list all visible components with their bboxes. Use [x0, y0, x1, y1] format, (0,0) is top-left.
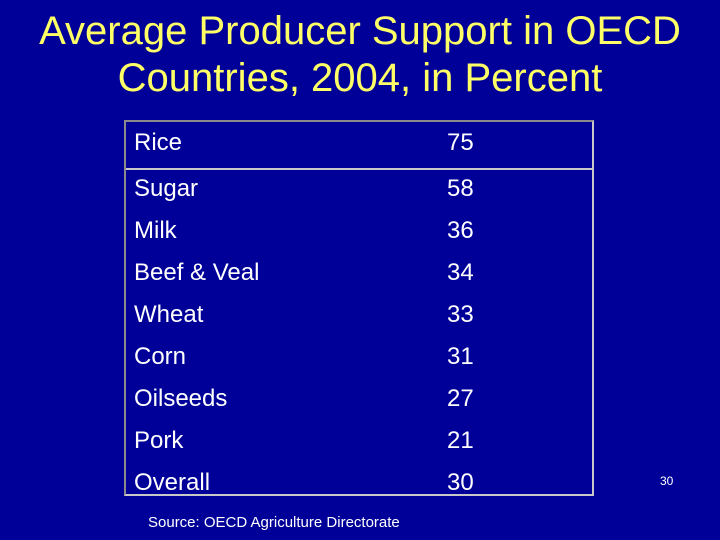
row-label: Corn	[134, 343, 187, 370]
table-row-oilseeds: Oilseeds 27	[126, 378, 592, 419]
row-value: 21	[447, 427, 474, 454]
row-value: 75	[447, 129, 474, 156]
producer-support-table: Rice 75 Sugar 58 Milk 36 Beef & Veal 34 …	[124, 120, 594, 496]
row-value: 36	[447, 217, 474, 244]
row-label: Wheat	[134, 301, 204, 328]
slide-title-line-2: Countries, 2004, in Percent	[117, 56, 603, 100]
row-label: Rice	[134, 129, 183, 156]
table-row-wheat: Wheat 33	[126, 294, 592, 335]
table-row-rice: Rice 75	[126, 122, 592, 163]
row-label: Milk	[134, 217, 177, 244]
table-row-milk: Milk 36	[126, 210, 592, 251]
row-label: Pork	[134, 427, 184, 454]
row-value: 58	[447, 175, 474, 202]
table-row-beef-veal: Beef & Veal 34	[126, 252, 592, 293]
row-value: 33	[447, 301, 474, 328]
slide-title: Average Producer Support in OECD Countri…	[0, 8, 720, 102]
row-label: Sugar	[134, 175, 199, 202]
row-label: Overall	[134, 469, 211, 496]
table-row-overall: Overall 30	[126, 462, 592, 503]
table-row-pork: Pork 21	[126, 420, 592, 461]
row-value: 27	[447, 385, 474, 412]
row-label: Beef & Veal	[134, 259, 260, 286]
page-number: 30	[660, 474, 674, 488]
table-row-sugar: Sugar 58	[126, 168, 592, 209]
row-value: 30	[447, 469, 474, 496]
row-label: Oilseeds	[134, 385, 228, 412]
source-note: Source: OECD Agriculture Directorate	[148, 514, 400, 531]
row-value: 31	[447, 343, 474, 370]
slide-title-line-1: Average Producer Support in OECD	[39, 9, 681, 53]
table-header-divider	[126, 168, 592, 170]
row-value: 34	[447, 259, 474, 286]
table-row-corn: Corn 31	[126, 336, 592, 377]
